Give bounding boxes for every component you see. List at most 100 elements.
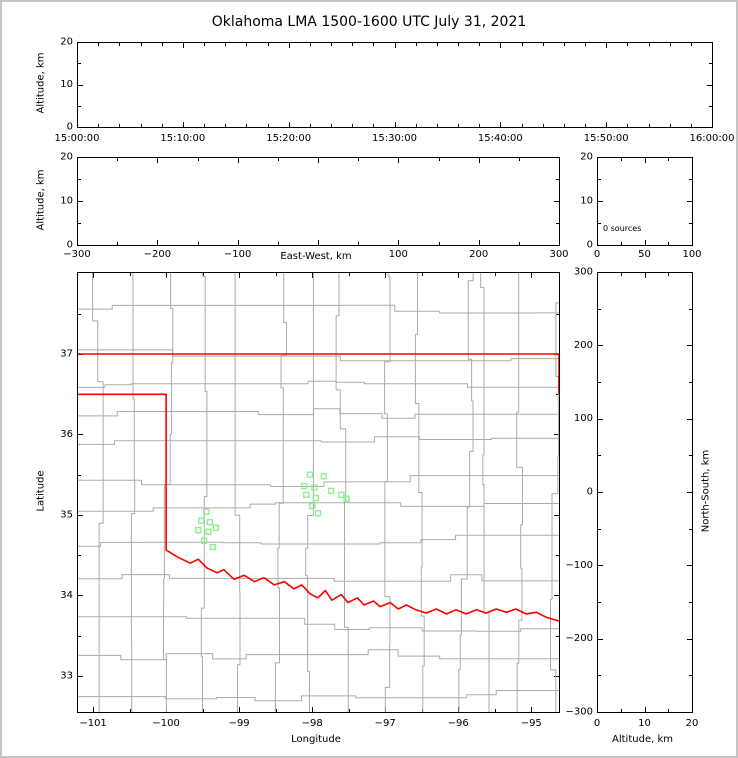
lma-station-marker [300,482,308,490]
lma-station-marker [314,510,322,517]
lma-station-marker [327,487,335,494]
lma-station-marker [203,508,210,515]
county-line [550,302,559,712]
lma-station-marker [205,528,212,535]
tick-label: 10 [60,79,73,90]
source-count-annotation: 0 sources [603,224,642,233]
tick-label: −96 [448,718,469,729]
county-line [92,273,104,712]
county-line [78,475,559,487]
lma-station-marker [303,491,310,498]
county-line [78,304,559,314]
tick-label: 200 [574,340,593,351]
tick-label: −101 [79,718,106,729]
county-line [78,349,559,362]
lma-station-marker [320,473,327,480]
tick-label: 300 [574,267,593,278]
map-y-axis-label: Latitude [35,470,47,512]
tick-label: −99 [229,718,250,729]
tick-label: 200 [469,249,488,260]
county-line [78,380,559,388]
eastwest-panel-y-axis-label: Altitude, km [35,169,47,231]
county-line [78,574,559,582]
lma-station-marker [338,491,345,498]
county-line [78,649,559,661]
tick-label: 36 [60,429,73,440]
tick-label: 20 [60,152,73,163]
tick-label: −300 [566,707,593,718]
northsouth-panel-y-axis-label: North-South, km [700,449,712,533]
tick-label: 16:00:00 [690,133,735,144]
tick-label: 15:00:00 [55,133,100,144]
tick-label: −95 [521,718,542,729]
lma-station-marker [311,484,318,491]
county-line [163,273,174,712]
county-line [458,273,474,712]
tick-label: 15:20:00 [266,133,311,144]
county-line [516,273,523,712]
county-line [78,534,559,547]
panel-northsouth-altitude [597,272,693,713]
tick-label: 0 [587,487,593,498]
tick-label: 50 [638,249,651,260]
eastwest-panel-x-axis-label: East-West, km [280,251,352,262]
panel-altitude-histogram [597,157,693,246]
lma-station-marker [197,517,205,524]
time-panel-y-axis-label: Altitude, km [35,52,47,114]
tick-label: 0 [587,240,593,251]
tick-label: 0 [594,249,600,260]
tick-label: 100 [389,249,408,260]
county-line [414,273,425,712]
lma-station-marker [309,502,316,510]
tick-label: 100 [574,413,593,424]
tick-label: 15:30:00 [372,133,417,144]
tick-label: 20 [60,37,73,48]
county-line [384,273,391,712]
county-line [78,690,559,702]
tick-label: 0 [67,122,73,133]
tick-label: 33 [60,670,73,681]
lma-station-marker [209,543,217,551]
tick-label: 15:50:00 [584,133,629,144]
tick-label: 15:40:00 [478,133,523,144]
county-line [130,273,136,712]
tick-label: −100 [566,560,593,571]
tick-label: −200 [566,633,593,644]
lma-station-marker [206,519,214,526]
tick-label: −300 [63,249,90,260]
county-line [274,273,287,712]
county-line [234,273,241,712]
county-line [480,273,490,712]
tick-label: 34 [60,590,73,601]
county-line [200,273,208,712]
oklahoma-state-border [78,393,559,622]
tick-label: 100 [682,249,701,260]
panel-plan-view [77,272,560,713]
tick-label: 0 [67,240,73,251]
tick-label: −100 [152,718,179,729]
tick-label: −200 [144,249,171,260]
tick-label: 300 [549,249,568,260]
northsouth-panel-x-axis-label: Altitude, km [612,734,673,745]
figure-title: Oklahoma LMA 1500-1600 UTC July 31, 2021 [211,14,527,30]
lma-station-marker [312,494,319,502]
county-line [78,502,559,512]
lma-station-marker [200,537,208,544]
tick-label: 0 [594,718,600,729]
county-line [335,273,349,712]
lma-station-marker [212,524,220,531]
tick-label: 20 [686,718,699,729]
lma-station-marker [306,471,314,478]
tick-label: 10 [638,718,651,729]
county-line [305,273,314,712]
lma-station-marker [194,527,202,534]
panel-time-altitude [77,42,713,128]
tick-label: 10 [60,196,73,207]
county-line [78,616,559,632]
county-line [78,436,559,445]
tick-label: −97 [375,718,396,729]
tick-label: 35 [60,509,73,520]
tick-label: −100 [224,249,251,260]
